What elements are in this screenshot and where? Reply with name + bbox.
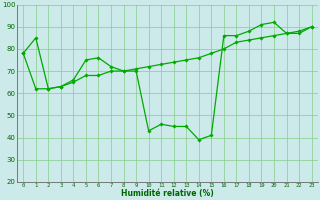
- X-axis label: Humidité relative (%): Humidité relative (%): [121, 189, 214, 198]
